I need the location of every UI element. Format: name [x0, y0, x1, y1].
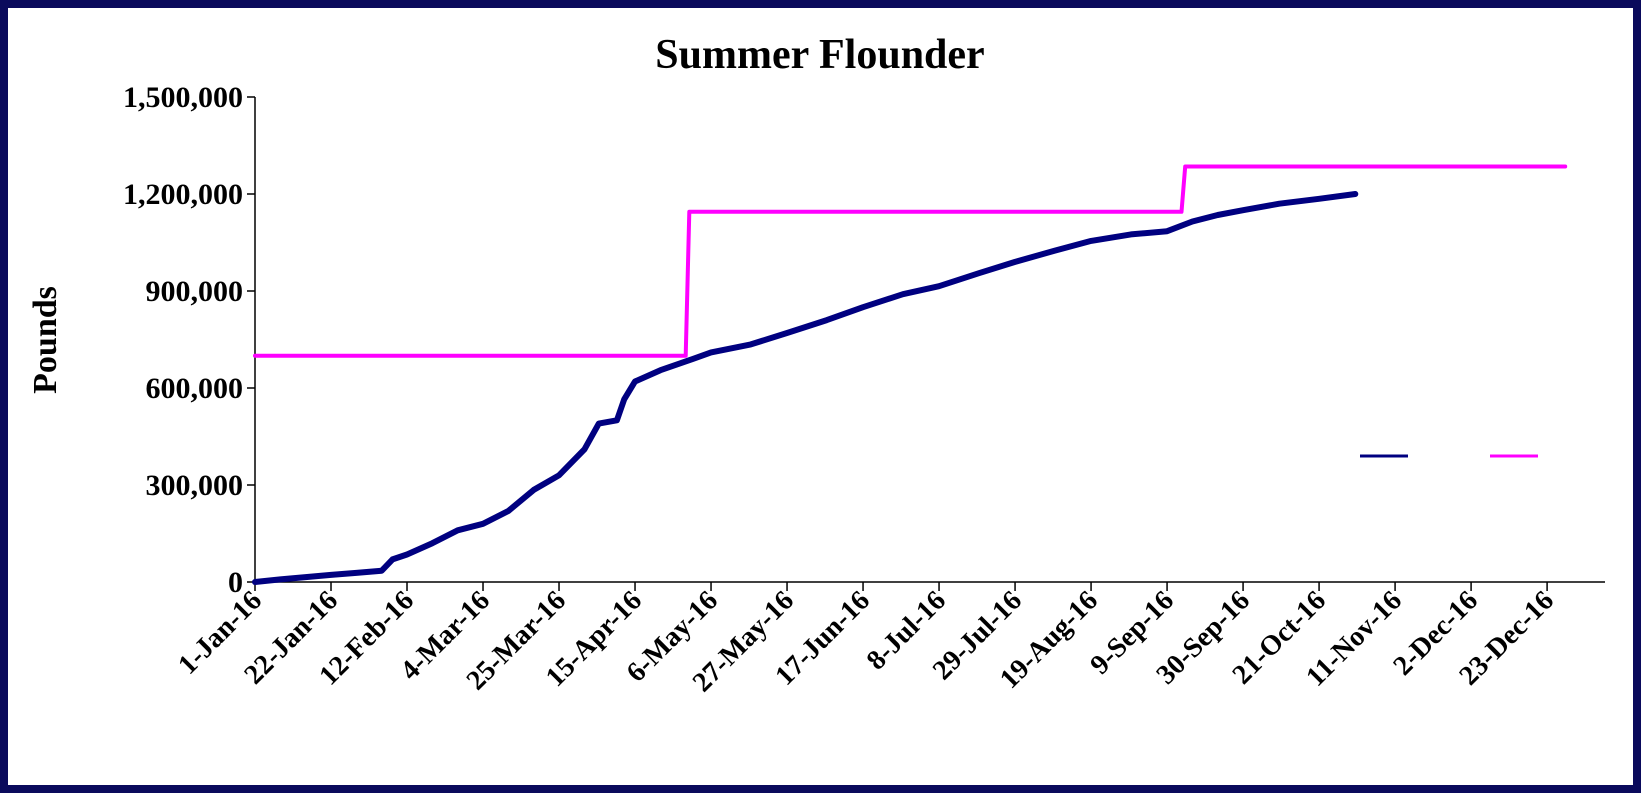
y-tick-label: 600,000 — [146, 372, 244, 405]
y-tick-label: 900,000 — [146, 275, 244, 308]
data-line — [252, 191, 1359, 585]
chart-area — [8, 8, 1633, 785]
chart-title: Summer Flounder — [655, 32, 984, 78]
y-tick-label: 0 — [228, 566, 243, 599]
y-tick-label: 300,000 — [146, 469, 244, 502]
y-axis-label: Pounds — [27, 286, 64, 394]
y-tick-label: 1,500,000 — [123, 81, 243, 114]
data-line — [253, 164, 1568, 358]
y-tick-label: 1,200,000 — [123, 178, 243, 211]
